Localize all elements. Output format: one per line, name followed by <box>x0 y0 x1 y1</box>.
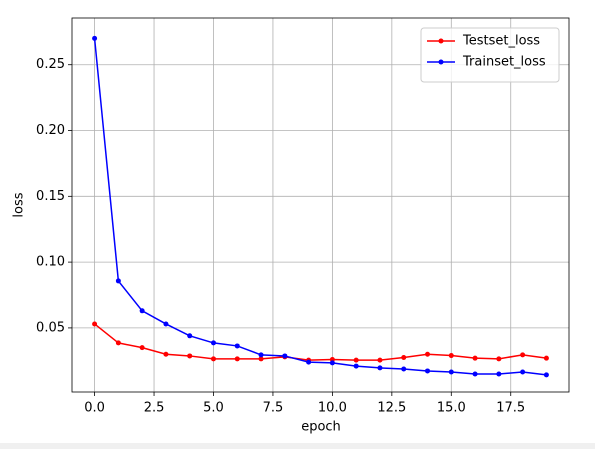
data-point <box>353 363 359 369</box>
data-point <box>448 353 454 359</box>
data-point <box>425 368 431 374</box>
x-tick-label: 15.0 <box>437 401 466 416</box>
data-point <box>258 356 264 362</box>
x-tick-label: 0.0 <box>84 401 105 416</box>
data-point <box>115 278 121 284</box>
data-point <box>377 365 383 371</box>
data-point <box>163 321 169 327</box>
x-tick-label: 7.5 <box>263 401 284 416</box>
data-point <box>448 369 454 375</box>
bottom-strip <box>0 443 595 449</box>
data-point <box>115 340 121 346</box>
y-axis-label: loss <box>12 192 27 217</box>
data-point <box>520 369 526 375</box>
data-point <box>472 371 478 377</box>
data-point <box>401 366 407 372</box>
data-point <box>377 357 383 363</box>
data-point <box>234 343 240 349</box>
data-point <box>282 353 288 359</box>
plot-frame <box>71 17 570 393</box>
data-point <box>92 321 98 327</box>
data-point <box>496 356 502 362</box>
data-point <box>210 340 216 346</box>
data-point <box>329 360 335 366</box>
data-point <box>306 359 312 365</box>
x-tick-label: 10.0 <box>318 401 347 416</box>
y-tick-label: 0.05 <box>36 320 65 335</box>
x-axis-label: epoch <box>301 420 341 435</box>
data-point <box>353 357 359 363</box>
legend-marker <box>438 59 444 65</box>
data-point <box>520 352 526 358</box>
data-point <box>496 371 502 377</box>
x-tick-label: 5.0 <box>203 401 224 416</box>
data-point <box>187 333 193 339</box>
x-tick-label: 12.5 <box>377 401 406 416</box>
y-tick-label: 0.25 <box>36 57 65 72</box>
x-tick-label: 17.5 <box>496 401 525 416</box>
x-tick-label: 2.5 <box>144 401 165 416</box>
data-point <box>139 308 145 314</box>
data-point <box>425 351 431 357</box>
y-tick-label: 0.10 <box>36 255 65 270</box>
data-point <box>543 372 549 378</box>
data-point <box>258 352 264 358</box>
data-point <box>234 356 240 362</box>
y-tick-label: 0.20 <box>36 123 65 138</box>
series-line <box>93 38 547 376</box>
data-point <box>401 355 407 361</box>
data-point <box>187 353 193 359</box>
data-point <box>329 356 335 362</box>
legend-label: Testset_loss <box>462 34 540 49</box>
series-line <box>94 323 547 361</box>
data-point <box>543 355 549 361</box>
data-point <box>92 35 98 41</box>
data-point <box>139 345 145 351</box>
legend-box <box>420 27 560 83</box>
y-tick-label: 0.15 <box>36 189 65 204</box>
legend-marker <box>438 38 444 44</box>
legend-label: Trainset_loss <box>462 55 546 70</box>
data-point <box>472 355 478 361</box>
data-point <box>163 351 169 357</box>
data-point <box>210 356 216 362</box>
